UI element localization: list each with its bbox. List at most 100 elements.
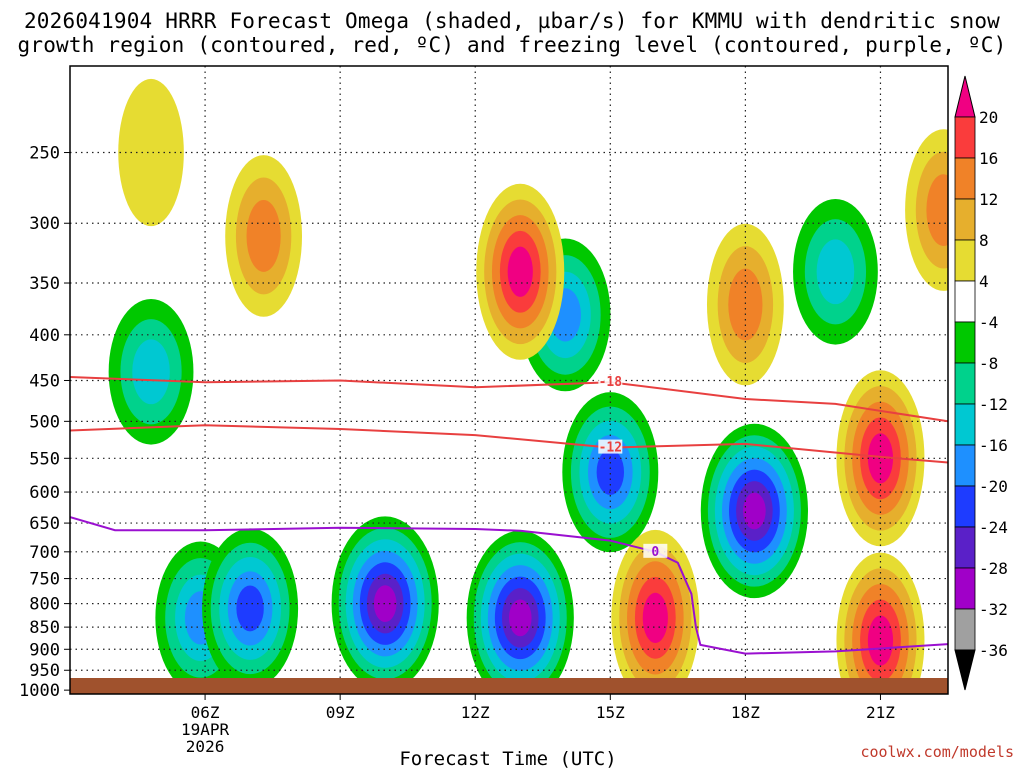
chart-title-line-2: growth region (contoured, red, ºC) and f… xyxy=(17,33,1007,57)
colorbar-label: -20 xyxy=(979,477,1008,496)
x-year-label: 2026 xyxy=(186,737,225,756)
omega-level-rising xyxy=(596,449,625,496)
colorbar-bin xyxy=(954,280,976,323)
contour-line xyxy=(70,424,948,464)
colorbar-label: 8 xyxy=(979,231,989,250)
omega-level-rising xyxy=(132,339,170,405)
colorbar-bin xyxy=(954,403,976,446)
omega-level-sinking xyxy=(867,615,894,666)
colorbar-bin xyxy=(954,362,976,405)
y-tick-label: 550 xyxy=(29,449,60,469)
omega-level-rising xyxy=(236,585,264,632)
x-tick-label: 21Z xyxy=(866,703,895,722)
omega-level-sinking xyxy=(246,200,281,272)
omega-level-rising xyxy=(743,492,766,530)
ground-surface xyxy=(70,678,948,694)
colorbar-label: -24 xyxy=(979,518,1008,537)
colorbar-bin xyxy=(954,444,976,487)
x-axis-title: Forecast Time (UTC) xyxy=(399,748,616,768)
contour-label-background xyxy=(598,374,623,389)
x-tick-label: 09Z xyxy=(326,703,355,722)
y-tick-label: 850 xyxy=(29,618,60,638)
omega-feature-sinking xyxy=(118,78,184,227)
omega-level-rising xyxy=(508,599,532,637)
x-date-label: 19APR xyxy=(181,720,230,739)
colorbar-bin xyxy=(954,567,976,610)
colorbar-label: 12 xyxy=(979,190,998,209)
omega-feature-sinking xyxy=(905,129,948,291)
omega-feature-rising xyxy=(793,198,878,345)
x-tick-label: 12Z xyxy=(461,703,490,722)
omega-feature-rising xyxy=(108,298,194,445)
y-tick-label: 700 xyxy=(29,543,60,563)
omega-level-rising xyxy=(816,239,855,305)
omega-feature-sinking xyxy=(836,552,925,694)
omega-feature-rising xyxy=(466,530,574,694)
omega-level-sinking xyxy=(728,268,763,341)
y-tick-label: 300 xyxy=(29,214,60,234)
y-tick-label: 600 xyxy=(29,483,60,503)
x-tick-label: 18Z xyxy=(731,703,760,722)
colorbar-label: 20 xyxy=(979,108,998,127)
colorbar-label: 4 xyxy=(979,272,989,291)
contour-label: -12 xyxy=(599,441,622,456)
contour-label: 0 xyxy=(651,545,659,560)
y-tick-label: 1000 xyxy=(19,681,60,701)
omega-level-rising xyxy=(373,585,397,623)
y-tick-label: 350 xyxy=(29,274,60,294)
contour-line xyxy=(70,376,948,423)
y-tick-label: 400 xyxy=(29,326,60,346)
y-tick-label: 950 xyxy=(29,661,60,681)
omega-level-sinking xyxy=(926,174,948,246)
omega-level-sinking xyxy=(507,246,533,297)
omega-feature-sinking xyxy=(225,155,303,317)
omega-colorbar: 20 16 12 8 4 -4 -8 -12 -16 -20 -24 -28 -32 -36 xyxy=(954,75,1008,691)
y-tick-label: 500 xyxy=(29,412,60,432)
colorbar-label: -32 xyxy=(979,600,1008,619)
colorbar-label: -4 xyxy=(979,313,998,332)
y-tick-label: 250 xyxy=(29,144,60,164)
omega-level-sinking xyxy=(642,592,668,643)
y-tick-label: 800 xyxy=(29,595,60,615)
colorbar-bin xyxy=(954,116,976,159)
omega-feature-sinking xyxy=(611,529,700,694)
colorbar-bin xyxy=(954,198,976,241)
credit-link[interactable]: coolwx.com/models xyxy=(860,743,1014,761)
colorbar-bin xyxy=(954,485,976,528)
omega-feature-rising xyxy=(700,423,808,599)
colorbar-bin xyxy=(954,608,976,651)
colorbar-label: -12 xyxy=(979,395,1008,414)
colorbar-label: -16 xyxy=(979,436,1008,455)
omega-feature-rising xyxy=(331,516,439,691)
colorbar-label: -8 xyxy=(979,354,998,373)
y-tick-label: 750 xyxy=(29,570,60,590)
colorbar-overflow-high xyxy=(954,75,976,118)
colorbar-bin xyxy=(954,321,976,364)
colorbar-bin xyxy=(954,157,976,200)
omega-feature-rising xyxy=(202,528,299,689)
y-tick-label: 900 xyxy=(29,640,60,660)
chart-title-line-1: 2026041904 HRRR Forecast Omega (shaded, … xyxy=(23,9,1001,33)
omega-feature-sinking xyxy=(706,223,784,386)
x-tick-label: 15Z xyxy=(596,703,625,722)
omega-level-sinking xyxy=(867,433,894,484)
contour-label-background xyxy=(643,543,668,558)
pressure-axis: 2503003504004505005506006507007508008509… xyxy=(19,144,70,701)
y-tick-label: 650 xyxy=(29,514,60,534)
colorbar-overflow-low xyxy=(954,649,976,691)
contour-label: -18 xyxy=(599,375,623,390)
colorbar-label: 16 xyxy=(979,149,998,168)
omega-level-sinking xyxy=(118,78,184,227)
omega-shading xyxy=(108,78,948,694)
colorbar-label: -36 xyxy=(979,641,1008,660)
x-tick-label: 06Z xyxy=(191,703,220,722)
colorbar-label: -28 xyxy=(979,559,1008,578)
colorbar-bin xyxy=(954,526,976,569)
y-tick-label: 450 xyxy=(29,371,60,391)
contour-label-background xyxy=(598,439,623,454)
omega-feature-sinking xyxy=(476,183,565,360)
temperature-contours: -18 -12 0 xyxy=(70,374,948,655)
colorbar-bin xyxy=(954,239,976,282)
